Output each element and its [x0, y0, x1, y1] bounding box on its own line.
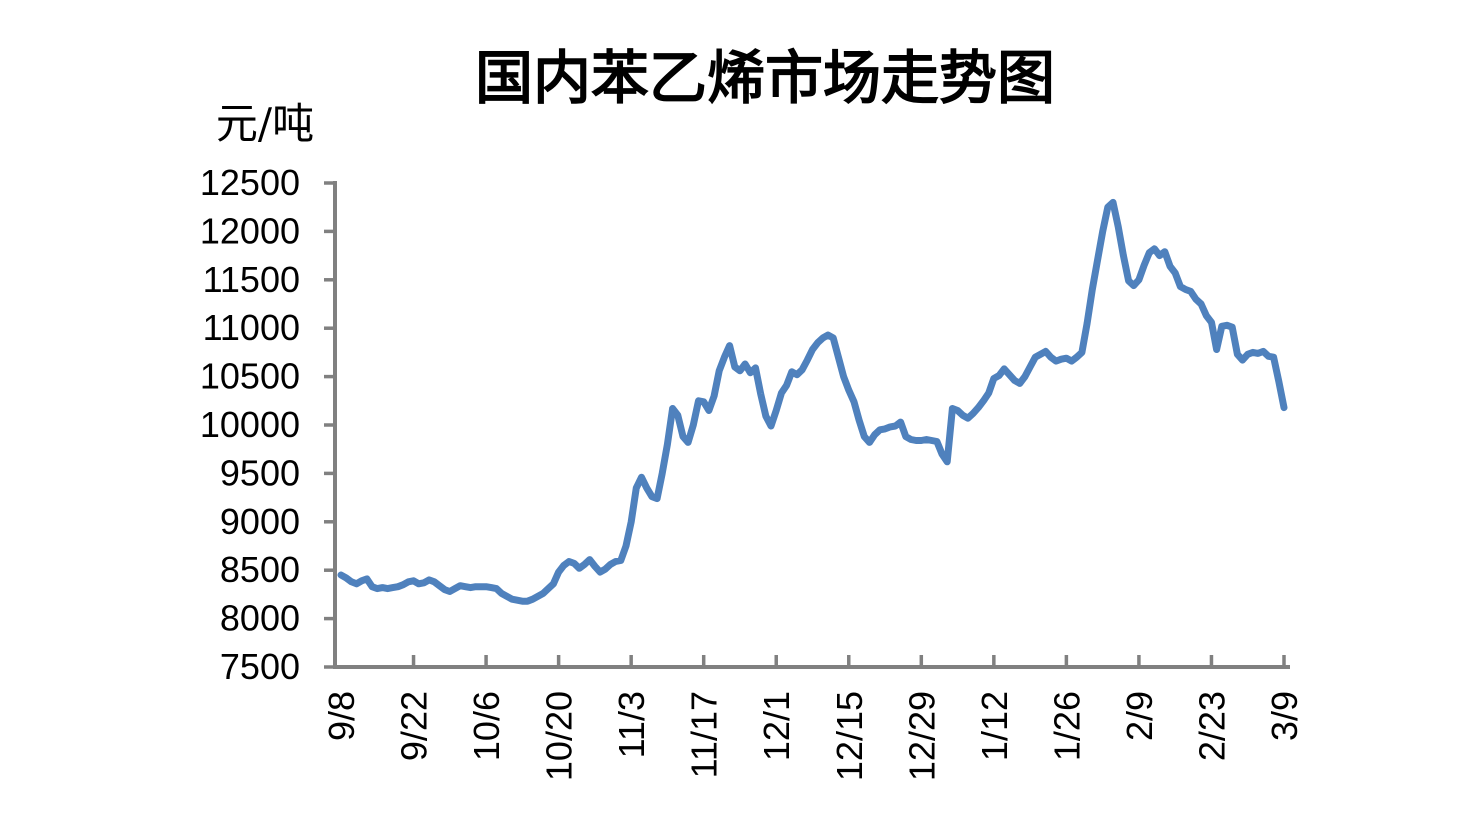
y-tick-label: 11000: [203, 307, 300, 348]
x-tick-label: 12/29: [901, 691, 942, 781]
y-tick-label: 12500: [200, 162, 300, 203]
x-tick-label: 1/26: [1046, 691, 1087, 761]
y-tick-label: 9000: [220, 501, 300, 542]
y-tick-label: 7500: [220, 646, 300, 687]
y-tick-label: 9500: [220, 452, 300, 493]
x-tick-label: 12/15: [829, 691, 870, 781]
x-tick-label: 1/12: [974, 691, 1015, 761]
x-tick-label: 3/9: [1264, 691, 1305, 741]
y-tick-label: 8000: [220, 598, 300, 639]
y-tick-label: 10000: [200, 404, 300, 445]
x-tick-label: 10/20: [539, 691, 580, 781]
y-tick-label: 8500: [220, 549, 300, 590]
x-tick-label: 11/3: [611, 691, 652, 758]
plot-area: 7500 8000 8500 9000 9500 10000 10500 11000 11500…: [200, 162, 1305, 781]
y-axis-unit-label: 元/吨: [216, 99, 314, 148]
x-tick-label: 2/23: [1191, 691, 1232, 761]
y-tick-label: 12000: [200, 210, 300, 251]
x-tick-label: 9/22: [394, 691, 435, 761]
price-line: [337, 198, 1288, 605]
chart-title: 国内苯乙烯市场走势图: [475, 44, 1055, 112]
y-tick-label: 10500: [200, 356, 300, 397]
x-tick-label: 10/6: [466, 691, 507, 761]
x-tick-label: 2/9: [1119, 691, 1160, 741]
y-tick-label: 11500: [203, 259, 300, 300]
x-tick-label: 11/17: [684, 691, 725, 778]
x-tick-label: 12/1: [756, 691, 797, 761]
x-tick-label: 9/8: [321, 691, 362, 741]
